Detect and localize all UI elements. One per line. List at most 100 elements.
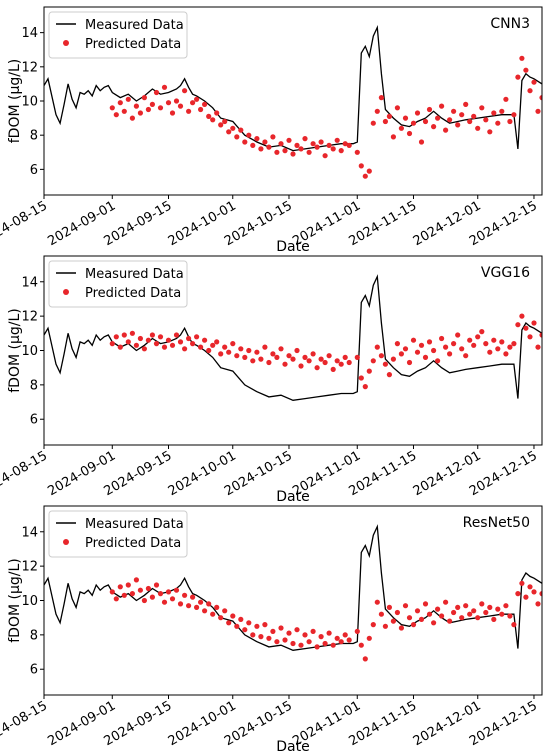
x-tick-label: 2024-08-15 xyxy=(0,698,50,749)
predicted-point xyxy=(402,603,409,609)
predicted-point xyxy=(206,113,212,119)
predicted-point xyxy=(471,113,477,119)
predicted-point xyxy=(254,623,260,629)
predicted-point xyxy=(194,334,200,340)
predicted-point xyxy=(471,608,477,614)
predicted-point xyxy=(523,325,529,331)
y-tick-label: 6 xyxy=(30,163,38,178)
predicted-point xyxy=(346,142,352,148)
x-tick-label: 2024-08-15 xyxy=(0,198,50,249)
predicted-point xyxy=(298,642,304,648)
predicted-point xyxy=(270,134,276,140)
predicted-point xyxy=(258,634,264,640)
y-tick-label: 12 xyxy=(21,560,38,575)
predicted-point xyxy=(133,103,139,109)
predicted-point xyxy=(149,332,155,338)
series-2 xyxy=(109,55,542,179)
y-tick-label: 14 xyxy=(21,275,38,290)
predicted-point xyxy=(334,635,340,641)
predicted-point xyxy=(511,622,517,628)
predicted-point xyxy=(519,580,525,586)
predicted-point xyxy=(539,332,542,338)
predicted-point xyxy=(475,615,481,621)
predicted-point xyxy=(422,354,429,360)
predicted-point xyxy=(125,339,131,345)
predicted-point xyxy=(222,118,228,125)
predicted-point xyxy=(302,354,308,360)
y-tick-label: 14 xyxy=(21,525,38,540)
predicted-point xyxy=(202,337,208,343)
predicted-point xyxy=(479,329,485,335)
predicted-point xyxy=(290,640,296,647)
predicted-point xyxy=(282,148,288,154)
predicted-point xyxy=(326,353,332,359)
predicted-point xyxy=(414,110,421,116)
predicted-point xyxy=(443,344,449,350)
predicted-point xyxy=(455,122,461,128)
predicted-point xyxy=(298,363,304,369)
predicted-point xyxy=(254,136,260,142)
predicted-point xyxy=(495,606,501,612)
y-axis-label: fDOM (μg/L) xyxy=(7,558,23,643)
predicted-point xyxy=(507,118,513,125)
predicted-point xyxy=(194,604,200,611)
predicted-point xyxy=(523,594,529,600)
predicted-point xyxy=(182,88,188,94)
legend-dot-swatch xyxy=(63,40,69,46)
predicted-point xyxy=(374,344,380,350)
x-tick-label: 2024-08-15 xyxy=(0,448,50,499)
predicted-point xyxy=(242,627,248,633)
predicted-point xyxy=(398,625,404,631)
chart-title: VGG16 xyxy=(481,265,530,281)
predicted-point xyxy=(495,346,501,352)
predicted-point xyxy=(262,344,268,350)
predicted-point xyxy=(141,346,147,352)
predicted-point xyxy=(125,582,131,588)
predicted-point xyxy=(310,628,316,635)
predicted-point xyxy=(145,585,151,592)
predicted-point xyxy=(539,95,542,101)
predicted-point xyxy=(161,344,168,350)
predicted-point xyxy=(435,606,441,612)
predicted-point xyxy=(266,635,272,641)
predicted-point xyxy=(186,108,192,114)
y-tick-label: 10 xyxy=(21,344,38,359)
predicted-point xyxy=(374,599,380,605)
predicted-point xyxy=(262,622,268,628)
predicted-point xyxy=(230,613,236,619)
predicted-point xyxy=(535,108,541,114)
predicted-point xyxy=(169,342,176,348)
predicted-point xyxy=(535,344,541,350)
predicted-point xyxy=(234,353,240,359)
predicted-point xyxy=(246,132,252,138)
predicted-point xyxy=(519,55,525,61)
predicted-point xyxy=(286,137,292,143)
predicted-point xyxy=(290,356,296,362)
predicted-point xyxy=(338,148,344,154)
predicted-point xyxy=(258,146,264,152)
predicted-point xyxy=(294,347,300,354)
predicted-point xyxy=(210,342,216,348)
predicted-point xyxy=(109,589,115,595)
predicted-point xyxy=(382,623,388,629)
predicted-point xyxy=(246,620,252,626)
predicted-point xyxy=(242,354,248,360)
predicted-point xyxy=(491,110,497,116)
series-2 xyxy=(109,577,542,662)
predicted-point xyxy=(302,136,308,142)
predicted-point xyxy=(238,127,244,133)
predicted-point xyxy=(342,141,348,147)
predicted-point xyxy=(117,100,123,106)
predicted-point xyxy=(109,105,115,111)
predicted-point xyxy=(202,608,208,614)
predicted-point xyxy=(362,173,368,179)
predicted-point xyxy=(314,365,320,371)
predicted-point xyxy=(238,616,244,623)
predicted-point xyxy=(326,142,332,148)
predicted-point xyxy=(390,356,396,362)
legend-box xyxy=(48,510,188,558)
predicted-point xyxy=(523,67,529,73)
predicted-point xyxy=(431,620,437,626)
predicted-point xyxy=(113,334,119,340)
predicted-point xyxy=(342,632,348,638)
